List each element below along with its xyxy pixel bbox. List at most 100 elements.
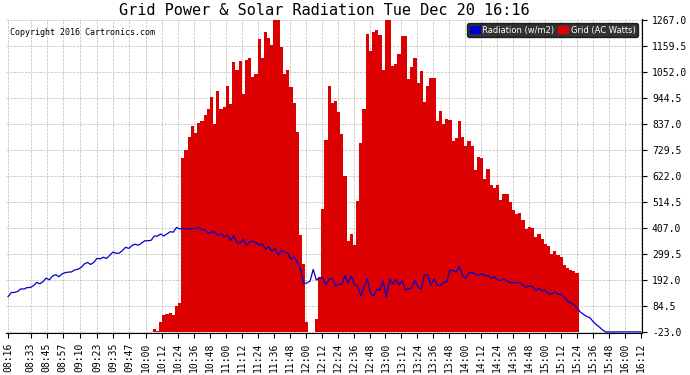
Bar <box>344 176 346 332</box>
Legend: Radiation (w/m2), Grid (AC Watts): Radiation (w/m2), Grid (AC Watts) <box>467 23 638 37</box>
Bar <box>315 319 318 332</box>
Bar <box>550 254 553 332</box>
Bar <box>255 74 257 332</box>
Bar <box>471 146 474 332</box>
Bar <box>216 91 219 332</box>
Text: Copyright 2016 Cartronics.com: Copyright 2016 Cartronics.com <box>10 28 155 38</box>
Bar <box>166 315 168 332</box>
Bar <box>359 143 362 332</box>
Bar <box>245 60 248 332</box>
Bar <box>267 38 270 332</box>
Bar <box>152 329 156 332</box>
Bar <box>257 39 261 332</box>
Bar <box>194 133 197 332</box>
Bar <box>331 103 334 332</box>
Bar <box>366 34 369 332</box>
Bar <box>496 185 499 332</box>
Bar <box>248 58 251 332</box>
Bar <box>369 51 372 332</box>
Bar <box>423 102 426 332</box>
Bar <box>280 46 283 332</box>
Bar <box>442 124 445 332</box>
Bar <box>506 194 509 332</box>
Bar <box>210 97 213 332</box>
Bar <box>204 116 207 332</box>
Bar <box>480 158 483 332</box>
Bar <box>531 228 534 332</box>
Bar <box>401 36 404 332</box>
Bar <box>346 241 350 332</box>
Bar <box>296 132 299 332</box>
Bar <box>223 107 226 332</box>
Title: Grid Power & Solar Radiation Tue Dec 20 16:16: Grid Power & Solar Radiation Tue Dec 20 … <box>119 3 530 18</box>
Bar <box>239 61 241 332</box>
Bar <box>264 32 267 332</box>
Bar <box>420 71 423 332</box>
Bar <box>394 64 397 332</box>
Bar <box>232 62 235 332</box>
Bar <box>213 124 216 332</box>
Bar <box>226 86 229 332</box>
Bar <box>289 87 293 332</box>
Bar <box>518 213 522 332</box>
Bar <box>455 138 458 332</box>
Bar <box>159 322 162 332</box>
Bar <box>191 126 194 332</box>
Bar <box>261 58 264 332</box>
Bar <box>534 237 538 332</box>
Bar <box>445 119 448 332</box>
Bar <box>318 277 321 332</box>
Bar <box>340 134 344 332</box>
Bar <box>407 79 410 332</box>
Bar <box>200 122 204 332</box>
Bar <box>270 45 273 332</box>
Bar <box>219 109 223 332</box>
Bar <box>175 306 178 332</box>
Bar <box>207 109 210 332</box>
Bar <box>509 202 512 332</box>
Bar <box>172 315 175 332</box>
Bar <box>499 200 502 332</box>
Bar <box>353 245 356 332</box>
Bar <box>572 271 575 332</box>
Bar <box>439 111 442 332</box>
Bar <box>241 94 245 332</box>
Bar <box>378 35 382 332</box>
Bar <box>337 112 340 332</box>
Bar <box>273 20 277 332</box>
Bar <box>251 77 255 332</box>
Bar <box>474 170 477 332</box>
Bar <box>391 66 394 332</box>
Bar <box>277 20 280 332</box>
Bar <box>235 70 239 332</box>
Bar <box>540 239 544 332</box>
Bar <box>486 169 490 332</box>
Bar <box>299 235 302 332</box>
Bar <box>426 86 429 332</box>
Bar <box>356 201 359 332</box>
Bar <box>553 252 556 332</box>
Bar <box>544 244 547 332</box>
Bar <box>569 270 572 332</box>
Bar <box>283 74 286 332</box>
Bar <box>229 104 232 332</box>
Bar <box>156 331 159 332</box>
Bar <box>417 83 420 332</box>
Bar <box>302 264 305 332</box>
Bar <box>566 268 569 332</box>
Bar <box>451 141 455 332</box>
Bar <box>362 109 366 332</box>
Bar <box>184 150 188 332</box>
Bar <box>397 54 401 332</box>
Bar <box>404 36 407 332</box>
Bar <box>385 20 388 332</box>
Bar <box>477 157 480 332</box>
Bar <box>515 214 518 332</box>
Bar <box>502 194 506 332</box>
Bar <box>556 255 560 332</box>
Bar <box>324 140 328 332</box>
Bar <box>467 141 471 332</box>
Bar <box>547 246 550 332</box>
Bar <box>293 103 296 332</box>
Bar <box>563 265 566 332</box>
